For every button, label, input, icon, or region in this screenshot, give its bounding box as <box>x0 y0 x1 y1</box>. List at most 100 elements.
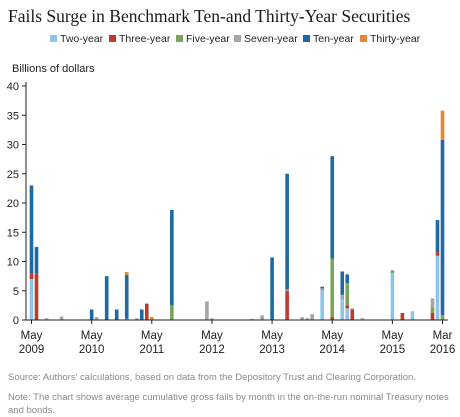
x-tick-label-year: 2009 <box>19 344 45 356</box>
bar-segment <box>310 314 314 320</box>
bars <box>29 110 445 321</box>
x-tick-label-year: 2014 <box>319 344 345 356</box>
bar-segment <box>345 308 350 320</box>
bar-segment <box>124 274 129 319</box>
x-tick-label-year: 2015 <box>380 344 406 356</box>
bar-segment <box>435 219 440 253</box>
x-tick-label-month: May <box>321 330 343 342</box>
y-tick-label: 20 <box>7 198 19 210</box>
bar-segment <box>114 309 119 320</box>
bar-segment <box>170 305 174 321</box>
bar-segment <box>320 286 325 289</box>
bar-segment <box>435 252 440 256</box>
legend-swatch <box>50 35 57 42</box>
y-tick-label: 40 <box>7 81 19 93</box>
y-tick-label: 25 <box>7 169 19 181</box>
bar-segment <box>205 301 209 320</box>
x-tick-label-month: May <box>261 330 283 342</box>
bar-segment <box>29 273 34 280</box>
bar-segment <box>400 312 405 320</box>
x-tick-label-year: 2011 <box>139 344 164 356</box>
bar-segment <box>210 318 214 320</box>
legend-label: Two-year <box>60 33 104 45</box>
bar-segment <box>59 316 64 320</box>
bar-segment <box>435 255 440 320</box>
legend: Two-year Three-year Five-year Seven-year Ten… <box>50 33 421 45</box>
x-tick-label-month: Mar <box>433 330 453 342</box>
bar-segment <box>124 318 129 320</box>
y-tick-label: 15 <box>7 227 19 239</box>
bar-segment <box>29 279 34 320</box>
bar-segment <box>330 156 335 259</box>
bar-segment <box>250 318 254 320</box>
y-tick-label: 30 <box>7 140 19 152</box>
bar-segment <box>345 283 350 306</box>
bar-segment <box>350 308 355 310</box>
bar-segment <box>340 299 345 320</box>
legend-swatch <box>360 35 367 42</box>
bar-segment <box>390 273 395 320</box>
bar-segment <box>134 318 139 320</box>
x-tick-label-year: 2012 <box>199 344 225 356</box>
legend-swatch <box>234 35 241 42</box>
chart-title: Fails Surge in Benchmark Ten-and Thirty-… <box>8 6 411 26</box>
y-tick-label: 10 <box>7 257 19 269</box>
x-tick-label-month: May <box>21 330 43 342</box>
bar-segment <box>360 318 365 320</box>
legend-label: Ten-year <box>313 33 354 45</box>
bar-segment <box>139 309 144 320</box>
legend-label: Thirty-year <box>370 33 421 45</box>
bar-segment <box>149 317 154 320</box>
x-tick-label-year: 2010 <box>79 344 105 356</box>
bar-segment <box>345 274 350 284</box>
legend-label: Three-year <box>119 33 171 45</box>
legend-swatch <box>176 35 183 42</box>
y-axis: 0 5 10 15 20 25 30 35 40 <box>7 81 27 327</box>
bar-segment <box>144 303 149 320</box>
bar-segment <box>34 273 39 320</box>
legend-label: Five-year <box>186 33 230 45</box>
bar-segment <box>34 246 39 274</box>
bar-segment <box>285 173 289 290</box>
bar-segment <box>270 257 274 320</box>
bar-segment <box>350 309 355 320</box>
y-axis-label: Billions of dollars <box>12 63 95 75</box>
y-tick-label: 0 <box>13 315 19 327</box>
bar-segment <box>300 317 304 320</box>
bar-segment <box>440 139 445 316</box>
bar-segment <box>340 294 345 300</box>
bar-segment <box>89 309 94 320</box>
bar-segment <box>410 311 415 320</box>
bar-segment <box>94 317 99 320</box>
bar-segment <box>330 317 335 320</box>
chart: Two-year Three-year Five-year Seven-year Ten… <box>7 33 456 356</box>
bar-segment <box>29 185 34 274</box>
x-tick-label-month: May <box>382 330 404 342</box>
bar-segment <box>170 210 174 306</box>
bar-segment <box>260 315 264 320</box>
x-tick-label-month: May <box>201 330 223 342</box>
bar-segment <box>430 312 435 320</box>
x-tick-label-year: 2013 <box>259 344 285 356</box>
bar-segment <box>390 270 395 274</box>
x-tick-label-month: May <box>141 330 163 342</box>
bar-segment <box>320 288 325 291</box>
x-axis: May 2009 May 2010 May 2011 May 2012 May 2013 May 20… <box>19 319 456 356</box>
bar-segment <box>285 289 289 291</box>
bar-segment <box>44 318 49 320</box>
legend-swatch <box>109 35 116 42</box>
bar-segment <box>320 290 325 320</box>
bar-segment <box>285 290 289 320</box>
footnote: Note: The chart shows average cumulative… <box>8 392 449 416</box>
bar-segment <box>305 318 309 320</box>
x-tick-label-year: 2016 <box>430 344 456 356</box>
bar-segment <box>104 276 109 321</box>
bar-segment <box>430 307 435 313</box>
bar-segment <box>345 305 350 309</box>
bar-segment <box>440 315 445 320</box>
y-tick-label: 5 <box>13 286 19 298</box>
x-tick-label-month: May <box>81 330 103 342</box>
bar-segment <box>330 258 335 318</box>
bar-segment <box>124 272 129 275</box>
y-tick-label: 35 <box>7 110 19 122</box>
